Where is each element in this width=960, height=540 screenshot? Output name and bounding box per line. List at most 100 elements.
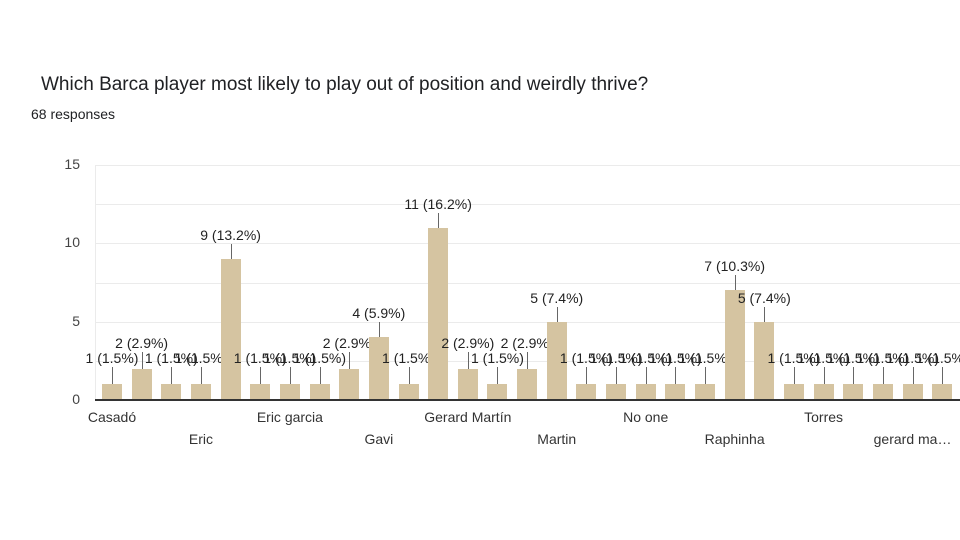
bar [102,384,122,400]
data-label-leader [467,351,469,369]
data-label-leader [378,322,380,338]
data-label-leader [675,367,677,385]
data-label: 1 (1.5%) [144,350,198,367]
data-label: 1 (1.5%) [767,350,821,367]
data-label-leader [230,244,232,259]
gridline [95,165,960,166]
data-label: 1 (1.5%) [797,350,851,367]
bar [813,384,834,400]
x-tick-label: Martin [537,431,577,447]
data-label-leader [556,306,558,322]
data-label-leader [200,367,202,385]
data-label: 1 (1.5%) [915,350,960,367]
y-tick-label: 5 [72,312,80,329]
data-label: 9 (13.2%) [200,227,261,243]
bar [309,384,330,400]
data-label: 1 (1.5%) [293,350,347,367]
data-label-leader [497,367,499,385]
bar [131,368,152,400]
bar [339,368,360,400]
data-label: 1 (1.5%) [174,350,228,367]
data-label-leader [912,367,914,385]
data-label: 5 (7.4%) [737,289,791,306]
data-label-leader [112,367,113,385]
data-label-leader [349,351,351,369]
x-tick-label: Eric [188,431,213,447]
bar [279,384,300,400]
bar [190,384,211,400]
gridline [95,282,960,284]
bar [250,384,271,400]
data-label-leader [260,367,262,385]
data-label-leader [408,367,410,385]
data-label-leader [882,367,884,385]
bar [457,368,478,400]
data-label: 1 (1.5%) [886,350,940,367]
data-label: 7 (10.3%) [704,258,765,275]
gridline [95,321,960,323]
bar [576,384,597,400]
bar [754,321,775,400]
data-label: 2 (2.9%) [441,334,495,351]
data-label: 2 (2.9%) [500,334,554,351]
data-label: 1 (1.5%) [382,350,435,367]
x-tick-label: Raphinha [704,431,765,447]
bar [517,368,538,400]
bar [843,384,864,400]
data-label: 1 (1.5%) [678,350,732,367]
data-label-leader [616,367,618,385]
data-label-leader [319,367,321,385]
data-label: 1 (1.5%) [233,350,287,367]
data-label-leader [853,367,855,385]
data-label-leader [438,212,440,228]
data-label-leader [289,367,291,385]
data-label-leader [141,351,143,369]
data-label: 1 (1.5%) [826,350,880,367]
data-label: 1 (1.5%) [85,350,139,367]
x-tick-label: No one [623,409,669,425]
data-label: 1 (1.5%) [263,350,317,367]
data-label: 2 (2.9%) [322,334,376,351]
bar [220,259,241,400]
bar [606,384,627,400]
x-tick-label: Gerard Martín [424,409,512,425]
data-label: 1 (1.5%) [589,350,643,367]
data-label-leader [586,367,588,385]
data-label-leader [527,351,529,369]
data-label: 2 (2.9%) [115,334,169,351]
gridline [95,204,960,206]
x-tick-label: Casadó [87,409,137,425]
data-label-leader [764,306,766,322]
data-label: 11 (16.2%) [404,195,472,212]
data-label: 1 (1.5%) [559,350,613,367]
bar [635,384,656,400]
data-label: 1 (1.5%) [856,350,910,367]
bar [724,290,745,400]
bar [695,384,715,400]
data-label: 1 (1.5%) [648,350,702,367]
bar [428,227,449,400]
bar [932,384,953,400]
data-label-leader [171,367,173,385]
data-label-leader [942,367,944,385]
bar [487,384,508,400]
x-tick-label: Eric garcia [256,409,323,425]
data-label-leader [734,275,736,291]
y-tick-label: 15 [64,156,80,172]
bar [872,384,893,400]
gridline [95,243,960,245]
bar [546,321,567,400]
bar [783,384,804,400]
x-axis-line [95,399,960,401]
x-tick-label: Gavi [364,431,394,447]
y-tick-label: 0 [72,391,80,407]
bar [902,384,923,400]
data-label: 4 (5.9%) [352,305,406,322]
bar [368,337,389,400]
bar [398,384,419,400]
data-label-leader [823,367,825,385]
x-tick-label: Torres [804,409,844,425]
data-label: 5 (7.4%) [530,289,584,306]
data-label-leader [645,367,647,385]
